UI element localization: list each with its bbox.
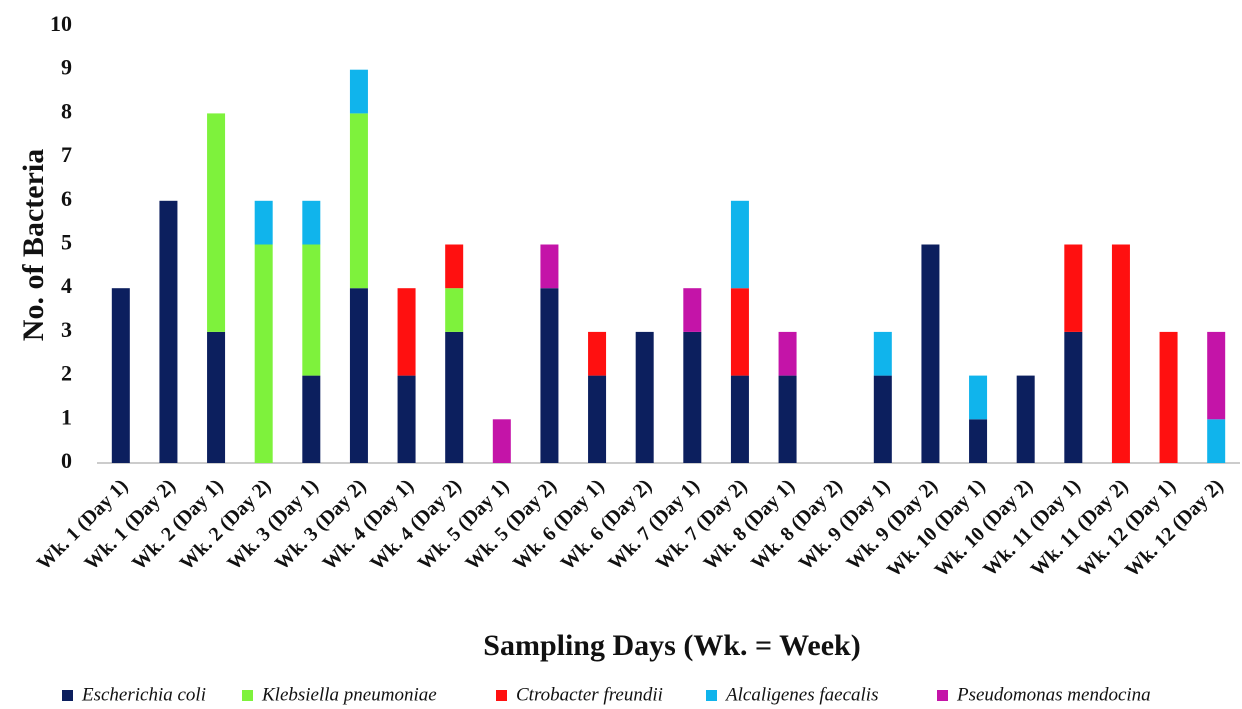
bar-segment — [588, 331, 607, 376]
bar-segment — [445, 288, 464, 332]
bar-segment — [873, 375, 892, 463]
bar-segment — [349, 113, 368, 289]
y-tick-label: 5 — [61, 230, 72, 255]
legend-swatch — [496, 690, 507, 701]
y-tick-label: 2 — [61, 361, 72, 386]
bar-segment — [349, 288, 368, 463]
x-axis-title: Sampling Days (Wk. = Week) — [483, 629, 860, 662]
legend-swatch — [937, 690, 948, 701]
bar-segment — [730, 375, 749, 463]
legend-label: Pseudomonas mendocina — [956, 684, 1151, 705]
bar-segment — [254, 244, 273, 463]
bar-segment — [588, 375, 607, 463]
y-tick-label: 0 — [61, 448, 72, 473]
bar-segment — [730, 200, 749, 289]
bar-segment — [540, 244, 559, 289]
bar-segment — [730, 288, 749, 376]
legend-label: Escherichia coli — [81, 684, 206, 705]
bar-segment — [683, 331, 702, 463]
bar-segment — [1159, 331, 1178, 463]
bar-segment — [635, 331, 654, 463]
bar-segment — [254, 200, 273, 245]
y-axis-title: No. of Bacteria — [17, 149, 50, 341]
legend-label: Alcaligenes faecalis — [724, 684, 878, 705]
bar-segment — [207, 331, 226, 463]
legend-swatch — [62, 690, 73, 701]
bar-segment — [921, 244, 940, 463]
legend-swatch — [706, 690, 717, 701]
bar-segment — [873, 331, 892, 376]
bar-segment — [1064, 244, 1083, 332]
y-tick-label: 3 — [61, 317, 72, 342]
bar-segment — [492, 419, 511, 463]
bar-segment — [540, 288, 559, 463]
bar-segment — [207, 113, 226, 332]
bar-segment — [683, 288, 702, 332]
y-tick-label: 6 — [61, 186, 72, 211]
bar-segment — [969, 375, 988, 420]
bar-segment — [302, 375, 321, 463]
bar-segment — [397, 375, 416, 463]
bar-segment — [1016, 375, 1035, 463]
bar-segment — [1207, 419, 1226, 463]
bar-segment — [111, 288, 130, 463]
bar-segment — [445, 244, 464, 289]
y-tick-label: 10 — [50, 11, 72, 36]
bar-segment — [778, 331, 797, 376]
bar-segment — [159, 200, 178, 464]
y-tick-label: 4 — [61, 273, 72, 298]
bar-segment — [1064, 331, 1083, 463]
bar-segment — [349, 69, 368, 114]
bar-segment — [445, 331, 464, 463]
legend-swatch — [242, 690, 253, 701]
legend-label: Ctrobacter freundii — [516, 684, 663, 705]
y-tick-label: 9 — [61, 55, 72, 80]
y-tick-label: 7 — [61, 142, 72, 167]
y-tick-label: 1 — [61, 404, 72, 429]
y-tick-label: 8 — [61, 98, 72, 123]
bar-segment — [1207, 331, 1226, 420]
bar-segment — [302, 200, 321, 245]
legend-label: Klebsiella pneumoniae — [261, 684, 437, 705]
bar-segment — [1111, 244, 1130, 463]
bar-segment — [969, 419, 988, 463]
bar-segment — [397, 288, 416, 376]
bar-segment — [778, 375, 797, 463]
bar-segment — [302, 244, 321, 376]
